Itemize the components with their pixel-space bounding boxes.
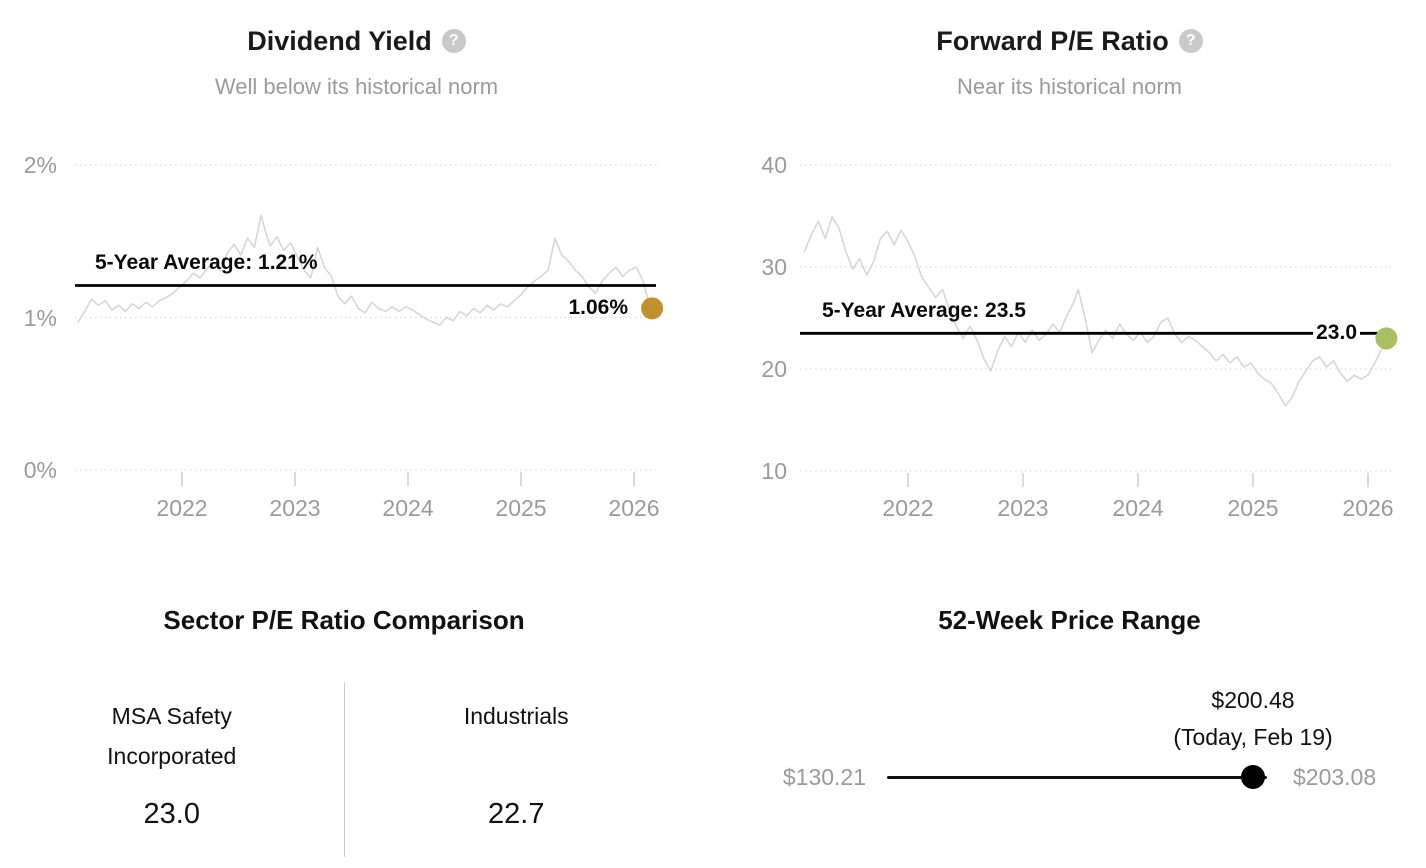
y-axis-label: 0% — [23, 457, 57, 483]
help-icon[interactable]: ? — [1178, 29, 1203, 53]
y-axis-label: 20 — [761, 356, 787, 382]
forward-pe-current-label: 23.0 — [1313, 320, 1360, 346]
x-axis-label: 2023 — [997, 495, 1049, 521]
dividend-yield-average-label: 5-Year Average: 1.21% — [95, 251, 318, 274]
price-range-line — [887, 776, 1267, 779]
price-range-low-label: $130.21 — [782, 764, 866, 790]
sector-cell-company: MSA Safety Incorporated 23.0 — [0, 682, 345, 857]
current-value-dot — [1375, 327, 1398, 350]
x-axis-label: 2022 — [882, 495, 934, 521]
price-range-title: 52-Week Price Range — [938, 605, 1201, 635]
sector-pe-comparison-title: Sector P/E Ratio Comparison — [163, 605, 525, 635]
current-price-value: $200.48 — [1211, 687, 1295, 713]
x-axis-label: 2024 — [382, 495, 434, 521]
x-axis-label: 2026 — [608, 495, 660, 521]
current-price-date: (Today, Feb 19) — [1173, 724, 1333, 750]
dividend-yield-current-label: 1.06% — [568, 296, 628, 319]
company-pe-value: 23.0 — [143, 798, 200, 830]
y-axis-label: 30 — [761, 254, 787, 280]
y-axis-label: 10 — [761, 458, 787, 484]
industry-pe-value: 22.7 — [488, 798, 545, 830]
price-range-panel: 52-Week Price Range $200.48 (Today, Feb … — [713, 602, 1426, 868]
y-axis-label: 2% — [23, 152, 57, 178]
price-range-high-label: $203.08 — [1293, 764, 1377, 790]
forward-pe-subtitle: Near its historical norm — [957, 74, 1182, 99]
industry-name-label: Industrials — [463, 703, 569, 729]
x-axis-label: 2023 — [269, 495, 321, 521]
x-axis-label: 2022 — [156, 495, 208, 521]
current-price-callout: $200.48 (Today, Feb 19) — [1133, 682, 1373, 756]
sector-pe-comparison-row: MSA Safety Incorporated 23.0 Industrials… — [0, 682, 688, 857]
dividend-yield-subtitle: Well below its historical norm — [214, 74, 499, 99]
x-axis-label: 2025 — [495, 495, 547, 521]
help-icon[interactable]: ? — [441, 29, 466, 53]
current-price-dot — [1241, 765, 1266, 789]
company-name-label: MSA Safety Incorporated — [107, 703, 237, 769]
forward-pe-header: Forward P/E Ratio ? Near its historical … — [713, 24, 1426, 100]
x-axis-label: 2025 — [1227, 495, 1279, 521]
y-axis-label: 40 — [761, 152, 787, 178]
sector-cell-industry: Industrials 22.7 — [345, 682, 689, 857]
dividend-yield-header: Dividend Yield ? Well below its historic… — [0, 24, 713, 100]
y-axis-label: 1% — [23, 304, 57, 331]
dividend-yield-title: Dividend Yield — [247, 26, 432, 56]
x-axis-label: 2026 — [1342, 495, 1394, 521]
forward-pe-average-label: 5-Year Average: 23.5 — [822, 299, 1026, 322]
x-axis-label: 2024 — [1112, 495, 1164, 521]
current-value-dot — [641, 297, 664, 320]
sector-pe-comparison-panel: Sector P/E Ratio Comparison MSA Safety I… — [0, 602, 688, 857]
forward-pe-title: Forward P/E Ratio — [936, 26, 1169, 56]
